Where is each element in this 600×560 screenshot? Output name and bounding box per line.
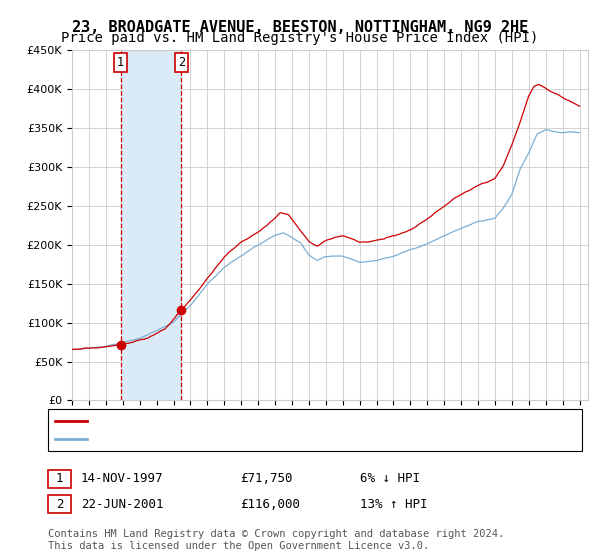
Text: 1: 1: [56, 472, 63, 486]
Text: 1: 1: [117, 55, 124, 69]
Text: Price paid vs. HM Land Registry's House Price Index (HPI): Price paid vs. HM Land Registry's House …: [61, 31, 539, 45]
Text: 22-JUN-2001: 22-JUN-2001: [81, 497, 163, 511]
Text: 23, BROADGATE AVENUE, BEESTON, NOTTINGHAM, NG9 2HE (detached house): 23, BROADGATE AVENUE, BEESTON, NOTTINGHA…: [93, 414, 571, 427]
Text: 2: 2: [56, 497, 63, 511]
Text: Contains HM Land Registry data © Crown copyright and database right 2024.
This d: Contains HM Land Registry data © Crown c…: [48, 529, 504, 551]
Text: £71,750: £71,750: [240, 472, 293, 486]
Text: 23, BROADGATE AVENUE, BEESTON, NOTTINGHAM, NG9 2HE: 23, BROADGATE AVENUE, BEESTON, NOTTINGHA…: [72, 20, 528, 35]
Text: HPI: Average price, detached house, Broxtowe: HPI: Average price, detached house, Brox…: [93, 432, 407, 446]
Text: 6% ↓ HPI: 6% ↓ HPI: [360, 472, 420, 486]
Text: 2: 2: [178, 55, 185, 69]
Text: £116,000: £116,000: [240, 497, 300, 511]
Text: 13% ↑ HPI: 13% ↑ HPI: [360, 497, 427, 511]
Bar: [121, 50, 181, 400]
Text: 14-NOV-1997: 14-NOV-1997: [81, 472, 163, 486]
